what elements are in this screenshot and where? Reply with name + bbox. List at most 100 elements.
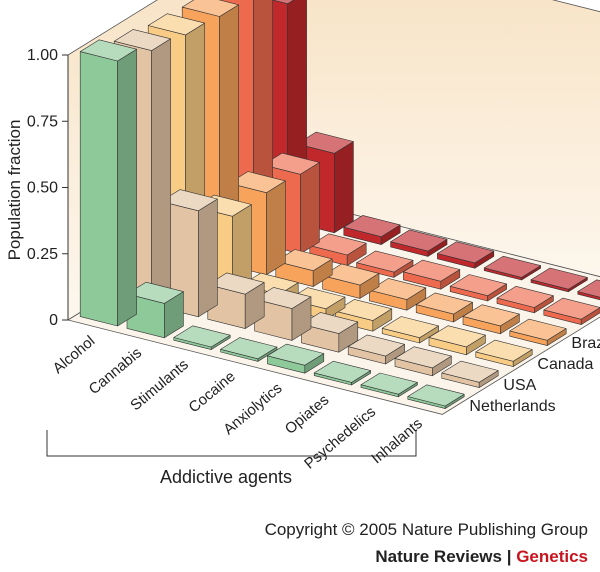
brand-separator: | xyxy=(501,547,517,566)
bar-top-face xyxy=(271,0,295,5)
bar-top-face xyxy=(343,215,401,237)
category-bracket xyxy=(46,430,417,457)
brand-name: Nature Reviews xyxy=(375,547,502,566)
bar-psychedelics-mexico xyxy=(530,267,588,293)
bar-side-face xyxy=(334,141,354,234)
bar-alcohol-netherlands xyxy=(79,39,137,327)
brand-journal: Genetics xyxy=(516,547,588,566)
bar-opiates-usa xyxy=(347,334,405,365)
series-label: Netherlands xyxy=(469,398,555,415)
bar-top-face xyxy=(160,189,218,212)
bar-stimulants-germany xyxy=(309,233,367,266)
chart: 0 0.25 0.50 0.75 1.00 Population fraction Alco… xyxy=(5,0,600,487)
bar-top-face xyxy=(509,318,567,341)
bar-top-face xyxy=(181,0,239,17)
y-tick-label: 1.00 xyxy=(27,47,58,64)
journal-brand: Nature Reviews | Genetics xyxy=(375,547,588,567)
bar-top-face xyxy=(462,304,520,327)
bar-front-face xyxy=(577,291,600,301)
category-label: Anxiolytics xyxy=(220,380,285,439)
bar-psychedelics-canada xyxy=(428,325,486,356)
bar-top-face xyxy=(403,259,461,282)
bar-cocaine-netherlands xyxy=(220,337,278,362)
y-tick-label: 0 xyxy=(49,312,58,329)
bar-stimulants-brazil xyxy=(275,249,333,287)
bar-psychedelics-usa xyxy=(394,346,452,377)
bar-top-face xyxy=(173,325,231,348)
bar-top-face xyxy=(475,339,533,362)
series-label: Canada xyxy=(537,356,593,373)
bar-top-face xyxy=(322,263,380,286)
bar-cocaine-germany xyxy=(356,250,414,278)
bar-inhalants-mexico xyxy=(577,279,600,301)
bar-top-face xyxy=(577,279,600,298)
bar-top-face xyxy=(407,384,465,407)
bar-top-face xyxy=(207,272,265,295)
bar-top-face xyxy=(296,131,354,154)
bar-opiates-germany xyxy=(449,274,507,302)
bar-top-face xyxy=(356,250,414,273)
category-label: Cocaine xyxy=(186,368,239,416)
bar-top-face xyxy=(441,360,499,383)
bar-side-face xyxy=(151,38,171,306)
bar-psychedelics-brazil xyxy=(462,304,520,335)
bar-anxiolytics-germany xyxy=(403,259,461,290)
bar-top-face xyxy=(347,334,405,357)
copyright-text: Copyright © 2005 Nature Publishing Group xyxy=(264,520,588,539)
y-axis-title: Population fraction xyxy=(5,120,24,261)
bar-psychedelics-netherlands xyxy=(360,372,418,398)
bar-opiates-canada xyxy=(381,316,439,344)
bar-top-face xyxy=(390,229,448,252)
bar-opiates-brazil xyxy=(415,292,473,323)
bar-cannabis-netherlands xyxy=(126,281,184,339)
bar-top-face xyxy=(220,337,278,360)
bar-top-face xyxy=(241,272,299,295)
bar-inhalants-usa xyxy=(441,360,499,388)
bar-top-face xyxy=(415,292,473,315)
bar-top-face xyxy=(126,281,184,304)
bar-top-face xyxy=(301,312,359,334)
bar-top-face xyxy=(360,372,418,395)
bar-top-face xyxy=(262,152,320,175)
bar-cocaine-mexico xyxy=(390,229,448,257)
bar-top-face xyxy=(267,343,325,366)
bar-top-face xyxy=(79,39,137,62)
bar-opiates-netherlands xyxy=(313,360,371,386)
bar-top-face xyxy=(437,241,495,264)
bar-inhalants-brazil xyxy=(509,318,567,346)
bar-stimulants-mexico xyxy=(343,215,401,245)
bar-top-face xyxy=(313,360,371,383)
bar-stimulants-netherlands xyxy=(173,325,231,350)
bar-top-face xyxy=(228,171,286,193)
bar-opiates-mexico xyxy=(483,255,541,281)
gridlines xyxy=(46,54,417,457)
category-label: Cannabis xyxy=(86,344,145,398)
bar-inhalants-canada xyxy=(475,339,533,367)
bar-top-face xyxy=(335,299,393,321)
category-label: Alcohol xyxy=(50,333,99,378)
bar-top-face xyxy=(449,274,507,297)
bar-side-face xyxy=(117,48,137,327)
bar-top-face xyxy=(428,325,486,348)
bar-top-face xyxy=(394,346,452,369)
bar-top-face xyxy=(369,278,427,300)
bar-top-face xyxy=(288,287,346,310)
bar-top-face xyxy=(543,297,600,320)
bar-top-face xyxy=(147,13,205,36)
bar-top-face xyxy=(483,255,541,278)
bar-top-face xyxy=(275,249,333,272)
category-label: Inhalants xyxy=(368,415,426,467)
bar-top-face xyxy=(309,233,367,256)
bar-side-face xyxy=(266,180,286,276)
y-tick-label: 0.25 xyxy=(27,246,58,263)
bar-side-face xyxy=(300,162,320,255)
bar-side-face xyxy=(198,198,218,318)
bar-top-face xyxy=(530,267,588,290)
x-axis-title: Addictive agents xyxy=(160,467,292,487)
bar-anxiolytics-usa xyxy=(301,312,359,353)
category-label: Opiates xyxy=(282,392,333,438)
bar-side-face xyxy=(580,307,600,325)
bar-top-face xyxy=(254,287,312,309)
y-tick-label: 0.75 xyxy=(27,113,58,130)
bar-anxiolytics-mexico xyxy=(437,241,495,269)
